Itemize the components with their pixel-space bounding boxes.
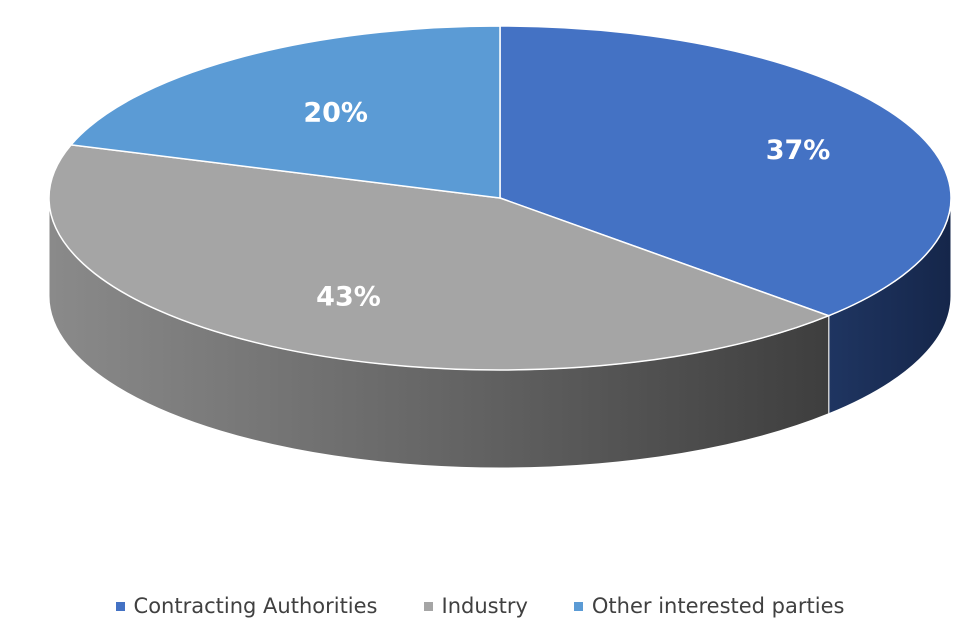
pie-slice-contracting-authorities[interactable] — [499, 25, 952, 317]
pie-data-labels: 37% 43% 20% — [303, 98, 830, 313]
legend-swatch — [423, 601, 433, 611]
legend-label: Contracting Authorities — [133, 594, 378, 618]
legend-label: Industry — [441, 594, 528, 618]
legend-label: Other interested parties — [591, 594, 845, 618]
legend-swatch — [115, 601, 125, 611]
data-label-industry: 43% — [316, 282, 381, 313]
legend-item-other-interested-parties[interactable]: Other interested parties — [573, 594, 845, 618]
data-label-other-interested-parties: 20% — [303, 98, 368, 129]
data-label-contracting-authorities: 37% — [766, 135, 831, 166]
legend-swatch — [573, 601, 583, 611]
pie-slice-other-interested-parties[interactable] — [69, 25, 501, 199]
legend: Contracting Authorities Industry Other i… — [0, 591, 960, 621]
legend-item-contracting-authorities[interactable]: Contracting Authorities — [115, 594, 378, 618]
pie-slice-industry[interactable] — [48, 144, 831, 371]
pie-top-faces — [48, 25, 952, 371]
legend-item-industry[interactable]: Industry — [423, 594, 528, 618]
